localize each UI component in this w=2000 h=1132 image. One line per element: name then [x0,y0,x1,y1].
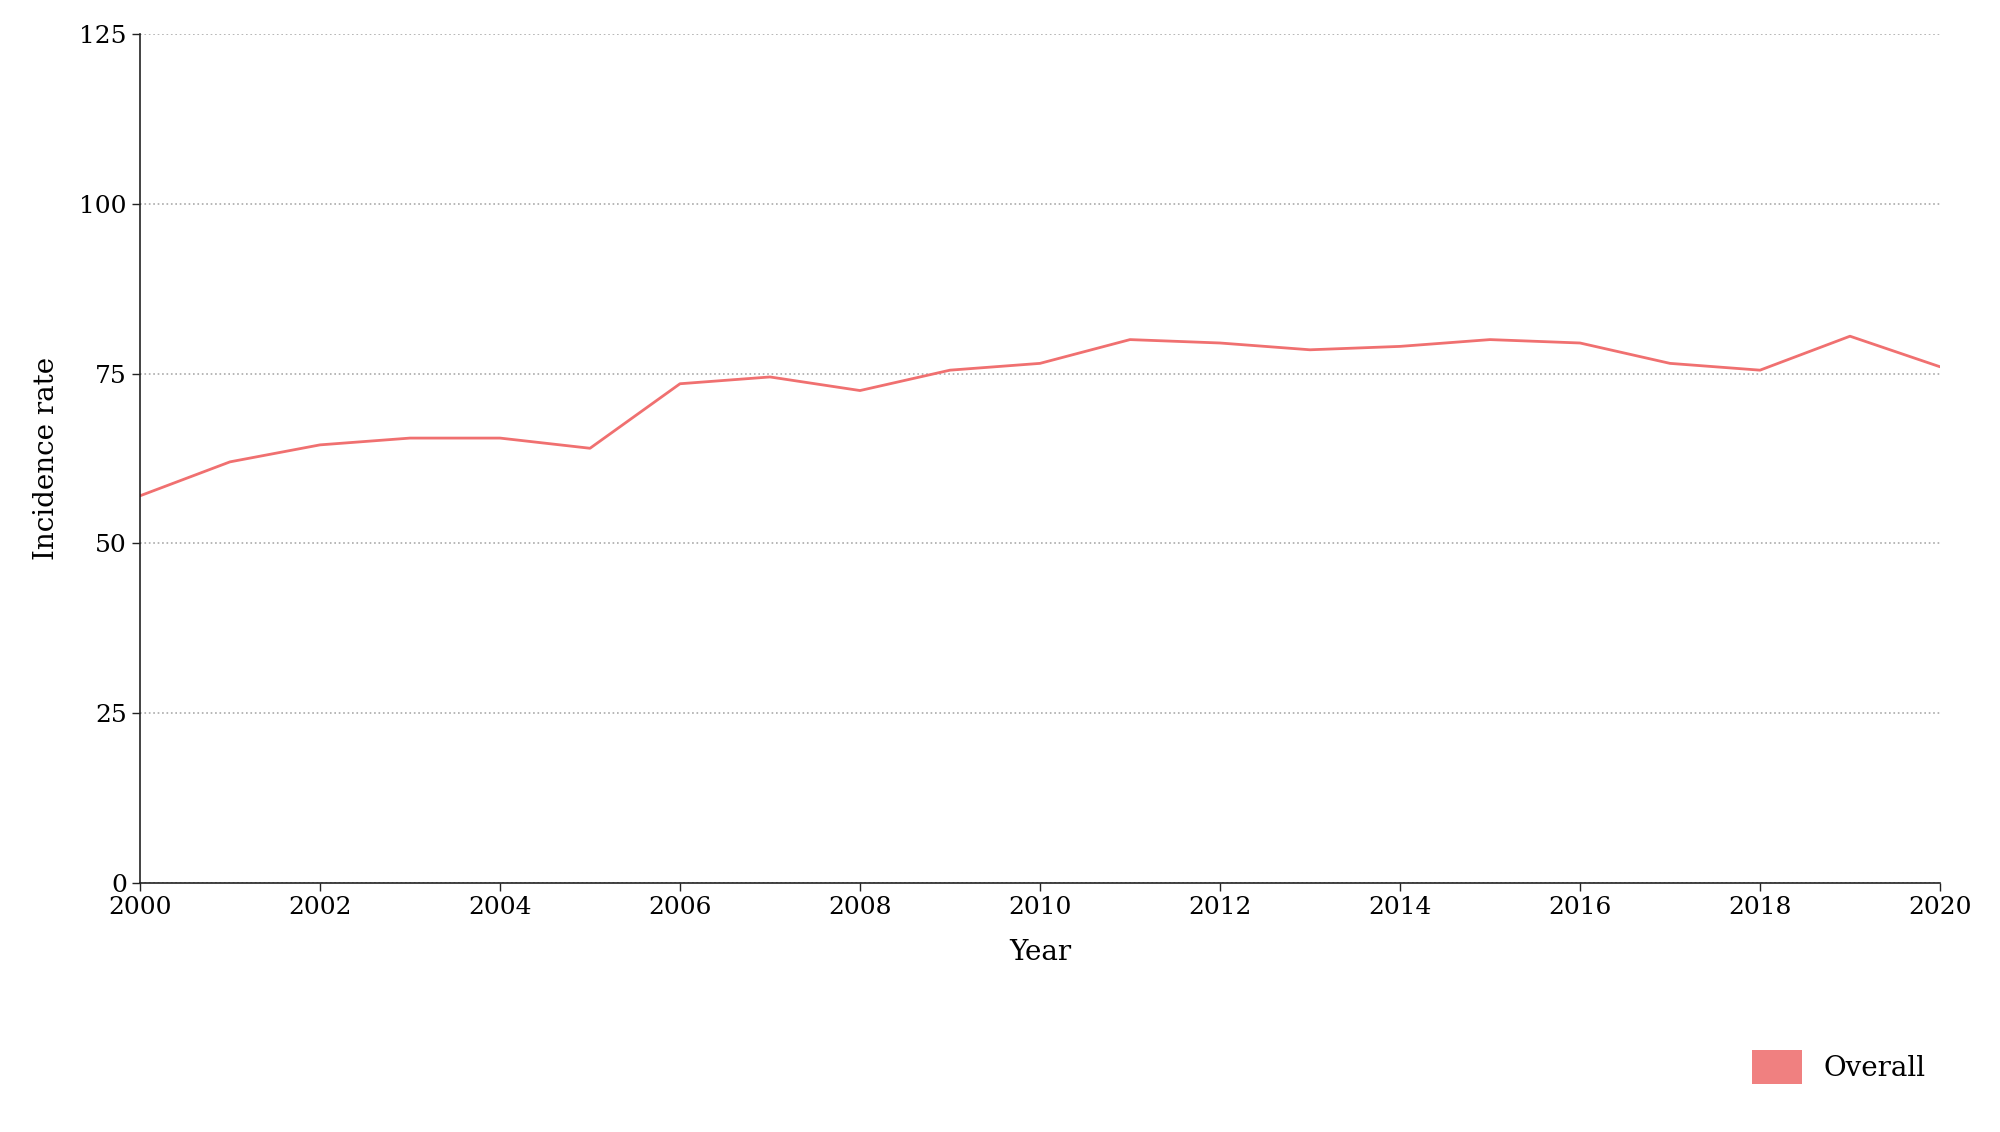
Y-axis label: Incidence rate: Incidence rate [32,357,60,560]
Legend: Overall: Overall [1752,1050,1926,1084]
X-axis label: Year: Year [1008,938,1072,966]
